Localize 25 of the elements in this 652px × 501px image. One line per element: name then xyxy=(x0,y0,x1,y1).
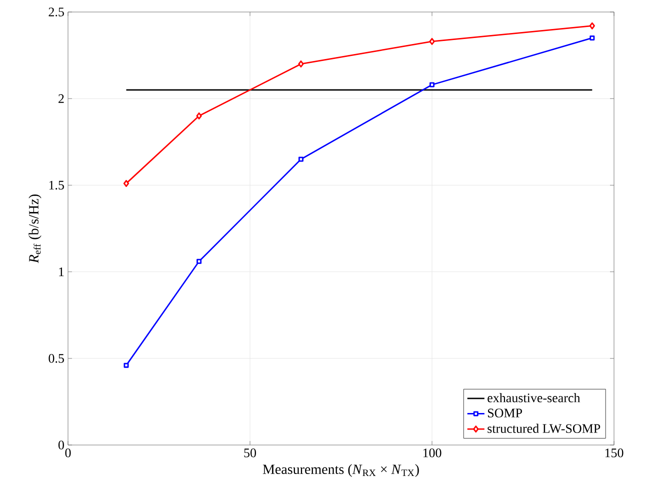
legend-label: structured LW-SOMP xyxy=(488,424,600,434)
x-axis-title: Measurements (N$_{RX}$ × N$_{TX}$) xyxy=(262,464,419,477)
point xyxy=(589,22,595,30)
x-tick-label: 100 xyxy=(423,448,442,458)
y-tick-label: 0 xyxy=(58,440,64,450)
point xyxy=(430,82,435,88)
y-tick-label: 2.5 xyxy=(48,8,64,16)
legend-label: SOMP xyxy=(488,408,522,418)
point xyxy=(124,362,129,368)
y-tick-label: 1 xyxy=(59,268,64,276)
point xyxy=(298,60,304,68)
point xyxy=(123,180,130,187)
y-axis-title: R$_{eff}$ (b/s/Hz) xyxy=(28,194,42,264)
legend-label: exhaustive-search xyxy=(488,393,580,402)
x-tick-label: 0 xyxy=(65,448,71,458)
point xyxy=(429,38,435,45)
x-tick-label: 150 xyxy=(605,448,624,458)
point xyxy=(196,112,202,120)
point xyxy=(590,35,595,40)
y-tick-label: 2 xyxy=(58,94,64,103)
y-tick-label: 0.5 xyxy=(48,354,64,363)
point xyxy=(298,156,304,162)
point xyxy=(196,258,202,264)
x-tick-label: 50 xyxy=(244,448,256,458)
y-tick-label: 1.5 xyxy=(49,180,64,190)
